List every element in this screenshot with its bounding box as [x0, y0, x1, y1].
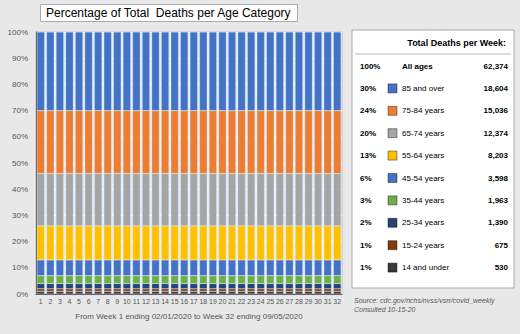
svg-text:27: 27: [286, 298, 294, 305]
svg-text:20: 20: [219, 298, 227, 305]
svg-text:675: 675: [495, 241, 509, 250]
svg-text:Source: cdc.gov/nchs/nvss/vsrr: Source: cdc.gov/nchs/nvss/vsrr/covid_wee…: [354, 297, 495, 305]
svg-text:1,963: 1,963: [488, 196, 509, 205]
svg-text:16: 16: [180, 298, 188, 305]
svg-text:20%: 20%: [360, 129, 376, 138]
svg-text:100%: 100%: [8, 28, 28, 37]
svg-text:15-24 years: 15-24 years: [402, 241, 444, 250]
svg-text:65-74 years: 65-74 years: [402, 129, 444, 138]
svg-text:100%: 100%: [360, 62, 380, 71]
svg-text:23: 23: [247, 298, 255, 305]
svg-text:1%: 1%: [360, 241, 372, 250]
svg-text:530: 530: [495, 263, 509, 272]
svg-text:30: 30: [314, 298, 322, 305]
svg-text:14: 14: [161, 298, 169, 305]
svg-text:10: 10: [123, 298, 131, 305]
svg-text:15: 15: [171, 298, 179, 305]
svg-text:0%: 0%: [16, 290, 28, 299]
svg-text:13: 13: [152, 298, 160, 305]
svg-text:25: 25: [266, 298, 274, 305]
svg-text:3: 3: [58, 298, 62, 305]
svg-text:32: 32: [333, 298, 341, 305]
svg-text:24: 24: [257, 298, 265, 305]
svg-text:4: 4: [68, 298, 72, 305]
svg-text:35-44 years: 35-44 years: [402, 196, 444, 205]
svg-text:70%: 70%: [12, 106, 28, 115]
svg-text:Total Deaths per Week:: Total Deaths per Week:: [407, 38, 506, 48]
svg-text:90%: 90%: [12, 54, 28, 63]
svg-text:28: 28: [295, 298, 303, 305]
svg-text:6: 6: [87, 298, 91, 305]
svg-text:1: 1: [39, 298, 43, 305]
svg-text:2: 2: [48, 298, 52, 305]
svg-text:85 and over: 85 and over: [402, 84, 445, 93]
svg-text:18,604: 18,604: [484, 84, 509, 93]
svg-text:From Week 1 ending 02/01/2020: From Week 1 ending 02/01/2020 to Week 32…: [75, 312, 303, 321]
svg-text:75-84 years: 75-84 years: [402, 106, 444, 115]
svg-text:29: 29: [305, 298, 313, 305]
svg-text:7: 7: [96, 298, 100, 305]
svg-text:31: 31: [324, 298, 332, 305]
svg-text:9: 9: [115, 298, 119, 305]
svg-text:55-64 years: 55-64 years: [402, 151, 444, 160]
svg-text:10%: 10%: [12, 263, 28, 272]
svg-text:5: 5: [77, 298, 81, 305]
svg-text:30%: 30%: [360, 84, 376, 93]
svg-text:25-34 years: 25-34 years: [402, 218, 444, 227]
svg-text:3%: 3%: [360, 196, 372, 205]
svg-text:Consulted 10-15-20: Consulted 10-15-20: [354, 306, 416, 313]
svg-text:13%: 13%: [360, 151, 376, 160]
svg-text:3,598: 3,598: [488, 174, 509, 183]
svg-text:60%: 60%: [12, 132, 28, 141]
svg-text:21: 21: [228, 298, 236, 305]
svg-text:20%: 20%: [12, 237, 28, 246]
svg-text:1,390: 1,390: [488, 218, 509, 227]
svg-text:50%: 50%: [12, 159, 28, 168]
svg-text:6%: 6%: [360, 174, 372, 183]
svg-text:18: 18: [199, 298, 207, 305]
svg-text:All ages: All ages: [402, 62, 433, 71]
svg-text:45-54 years: 45-54 years: [402, 174, 444, 183]
svg-text:26: 26: [276, 298, 284, 305]
svg-text:80%: 80%: [12, 80, 28, 89]
svg-text:8,203: 8,203: [488, 151, 509, 160]
svg-text:15,036: 15,036: [484, 106, 509, 115]
svg-text:1%: 1%: [360, 263, 372, 272]
svg-text:Percentage of Total Deaths pe: Percentage of Total Deaths per Age Categ…: [46, 6, 291, 20]
svg-text:12,374: 12,374: [484, 129, 509, 138]
svg-text:19: 19: [209, 298, 217, 305]
svg-text:17: 17: [190, 298, 198, 305]
svg-text:11: 11: [133, 298, 140, 305]
svg-text:12: 12: [142, 298, 150, 305]
svg-text:14 and under: 14 and under: [402, 263, 449, 272]
svg-text:30%: 30%: [12, 211, 28, 220]
svg-text:8: 8: [106, 298, 110, 305]
svg-text:40%: 40%: [12, 185, 28, 194]
svg-text:24%: 24%: [360, 106, 376, 115]
svg-text:22: 22: [238, 298, 246, 305]
svg-text:2%: 2%: [360, 218, 372, 227]
svg-text:62,374: 62,374: [484, 62, 509, 71]
